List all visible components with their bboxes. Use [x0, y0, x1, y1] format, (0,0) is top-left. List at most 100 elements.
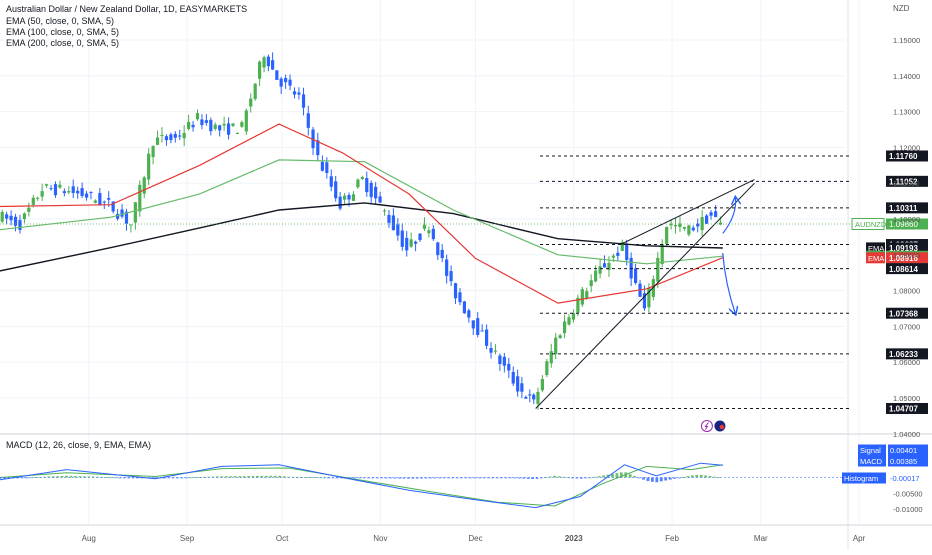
histogram-bar[interactable]: [562, 476, 566, 478]
histogram-bar[interactable]: [198, 477, 202, 478]
histogram-bar[interactable]: [406, 477, 410, 479]
histogram-bar[interactable]: [628, 474, 632, 478]
histogram-bar[interactable]: [211, 476, 215, 478]
candle-body[interactable]: [585, 291, 589, 299]
histogram-bar[interactable]: [122, 477, 126, 479]
candle-body[interactable]: [107, 198, 111, 200]
candle-body[interactable]: [687, 225, 691, 235]
histogram-bar[interactable]: [69, 475, 73, 478]
histogram-bar[interactable]: [540, 477, 543, 479]
histogram-bar[interactable]: [415, 477, 419, 479]
candle-body[interactable]: [18, 220, 22, 230]
candle-body[interactable]: [507, 363, 511, 371]
candle-body[interactable]: [240, 122, 244, 127]
candle-body[interactable]: [400, 230, 404, 247]
candle-body[interactable]: [567, 317, 571, 325]
histogram-bar[interactable]: [402, 477, 406, 479]
candle-body[interactable]: [516, 376, 520, 392]
histogram-bar[interactable]: [584, 477, 588, 479]
candle-body[interactable]: [178, 135, 182, 137]
candle-body[interactable]: [62, 191, 66, 194]
candle-body[interactable]: [620, 241, 624, 251]
histogram-bar[interactable]: [646, 477, 650, 482]
histogram-bar[interactable]: [136, 477, 139, 479]
histogram-bar[interactable]: [216, 476, 219, 478]
histogram-bar[interactable]: [366, 477, 370, 479]
candle-body[interactable]: [669, 223, 673, 226]
histogram-bar[interactable]: [437, 477, 441, 479]
histogram-bar[interactable]: [650, 477, 654, 482]
breakout-up-arrow[interactable]: [722, 198, 736, 234]
breakdown-arrow[interactable]: [722, 252, 736, 314]
histogram-bar[interactable]: [309, 477, 313, 479]
histogram-bar[interactable]: [637, 477, 641, 479]
candle-body[interactable]: [471, 320, 475, 329]
candle-body[interactable]: [378, 196, 382, 203]
candle-body[interactable]: [607, 262, 611, 270]
histogram-bar[interactable]: [127, 477, 131, 479]
histogram-bar[interactable]: [695, 475, 699, 478]
candle-body[interactable]: [633, 268, 638, 283]
candle-body[interactable]: [329, 176, 333, 187]
candle-body[interactable]: [545, 361, 549, 376]
candle-body[interactable]: [709, 212, 713, 216]
macd-signal-line[interactable]: [0, 464, 723, 507]
candle-body[interactable]: [532, 394, 536, 400]
histogram-bar[interactable]: [331, 477, 335, 479]
candle-body[interactable]: [53, 184, 58, 196]
candle-body[interactable]: [476, 318, 480, 335]
histogram-bar[interactable]: [602, 475, 605, 478]
candle-body[interactable]: [0, 211, 4, 222]
candle-body[interactable]: [102, 201, 106, 203]
candle-body[interactable]: [440, 249, 444, 259]
candle-body[interactable]: [5, 214, 9, 219]
histogram-bar[interactable]: [60, 475, 64, 478]
candle-body[interactable]: [642, 293, 647, 309]
histogram-bar[interactable]: [517, 477, 521, 479]
candle-body[interactable]: [311, 129, 315, 149]
histogram-bar[interactable]: [491, 477, 495, 479]
histogram-bar[interactable]: [442, 477, 446, 479]
histogram-bar[interactable]: [575, 477, 579, 479]
histogram-bar[interactable]: [171, 477, 175, 479]
histogram-bar[interactable]: [313, 477, 317, 479]
candle-body[interactable]: [453, 283, 458, 299]
histogram-bar[interactable]: [322, 477, 326, 479]
candle-body[interactable]: [511, 371, 515, 384]
candle-body[interactable]: [155, 137, 160, 145]
ema-200-legend[interactable]: EMA (200, close, 0, SMA, 5): [6, 38, 120, 48]
candle-body[interactable]: [58, 184, 62, 188]
histogram-bar[interactable]: [588, 477, 592, 479]
histogram-bar[interactable]: [460, 477, 463, 479]
histogram-bar[interactable]: [655, 477, 659, 483]
histogram-bar[interactable]: [619, 472, 623, 478]
histogram-bar[interactable]: [264, 475, 268, 478]
histogram-bar[interactable]: [304, 477, 308, 478]
candle-body[interactable]: [84, 193, 89, 198]
candle-body[interactable]: [418, 233, 422, 240]
histogram-bar[interactable]: [495, 477, 499, 479]
candle-body[interactable]: [116, 213, 120, 219]
histogram-bar[interactable]: [526, 477, 530, 479]
candle-body[interactable]: [467, 310, 471, 318]
candle-body[interactable]: [249, 98, 253, 107]
candle-body[interactable]: [173, 133, 177, 138]
histogram-bar[interactable]: [162, 477, 166, 479]
histogram-bar[interactable]: [42, 476, 46, 478]
candle-body[interactable]: [9, 215, 13, 221]
histogram-bar[interactable]: [686, 476, 690, 478]
candle-body[interactable]: [396, 224, 400, 236]
candle-body[interactable]: [691, 227, 695, 231]
candle-body[interactable]: [182, 132, 186, 139]
histogram-bar[interactable]: [659, 477, 663, 482]
candle-body[interactable]: [40, 191, 44, 197]
histogram-bar[interactable]: [557, 476, 561, 478]
histogram-bar[interactable]: [56, 476, 60, 478]
histogram-bar[interactable]: [78, 476, 82, 478]
candle-body[interactable]: [80, 188, 84, 196]
histogram-bar[interactable]: [29, 477, 33, 479]
candle-body[interactable]: [93, 200, 98, 203]
candle-body[interactable]: [129, 224, 133, 226]
candle-body[interactable]: [387, 214, 391, 223]
